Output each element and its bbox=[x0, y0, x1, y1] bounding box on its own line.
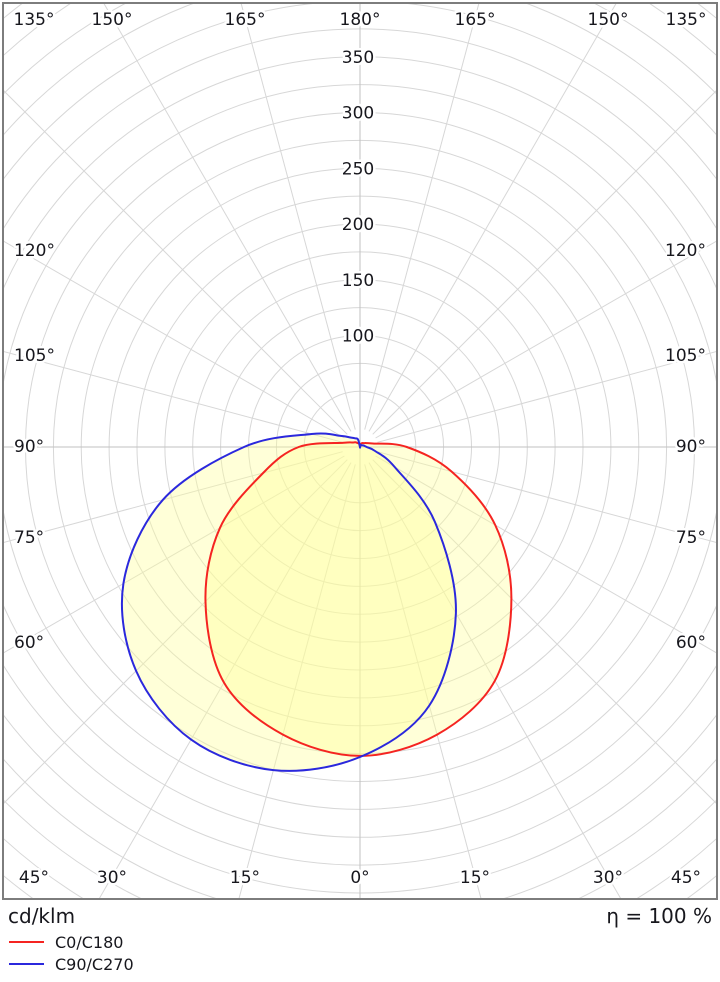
angle-label-bottom-3: 0° bbox=[350, 868, 369, 888]
angle-label-right-4: 60° bbox=[676, 633, 706, 653]
angle-label-top-3: 180° bbox=[340, 10, 381, 30]
grid-spoke-225 bbox=[4, 459, 348, 804]
angle-label-left-1: 105° bbox=[14, 346, 55, 366]
angle-label-right-2: 90° bbox=[676, 437, 706, 457]
radial-tick-label-200: 200 bbox=[342, 215, 374, 235]
legend-item-c90c270: C90/C270 bbox=[9, 955, 134, 974]
curve-C0C180 bbox=[204, 441, 513, 757]
angle-label-top-5: 150° bbox=[588, 10, 629, 30]
angle-label-left-2: 90° bbox=[14, 437, 44, 457]
angle-label-top-2: 165° bbox=[225, 10, 266, 30]
angle-label-bottom-2: 15° bbox=[230, 868, 260, 888]
chart-frame bbox=[2, 2, 718, 900]
axis-labels: 100 150 200 250 300 350 135° 150° 165° 180° 165° 15… bbox=[11, 8, 709, 891]
legend: C0/C180 C90/C270 bbox=[9, 933, 134, 974]
grid-spoke-330 bbox=[103, 4, 352, 432]
legend-item-c0c180: C0/C180 bbox=[9, 933, 123, 952]
radial-tick-label-100: 100 bbox=[342, 327, 374, 347]
radial-tick-label-300: 300 bbox=[342, 104, 374, 124]
legend-label-c90c270: C90/C270 bbox=[55, 955, 134, 974]
radial-tick-label-350: 350 bbox=[342, 48, 374, 68]
grid-spoke-135 bbox=[372, 459, 716, 804]
angle-label-top-0: 135° bbox=[14, 10, 55, 30]
angle-label-bottom-5: 30° bbox=[593, 868, 623, 888]
grid-spoke-240 bbox=[4, 455, 345, 654]
grid-spoke-315 bbox=[4, 90, 348, 435]
grid-spoke-60 bbox=[375, 240, 716, 439]
grid-spoke-120 bbox=[375, 455, 716, 654]
angle-label-bottom-0: 45° bbox=[19, 868, 49, 888]
legend-label-c0c180: C0/C180 bbox=[55, 933, 123, 952]
grid-spoke-210 bbox=[99, 462, 352, 898]
angle-label-right-3: 75° bbox=[676, 528, 706, 548]
angle-label-bottom-6: 45° bbox=[671, 868, 701, 888]
grid-spoke-195 bbox=[238, 464, 356, 898]
angle-label-left-3: 75° bbox=[14, 528, 44, 548]
angle-label-top-6: 135° bbox=[666, 10, 707, 30]
angle-label-right-0: 120° bbox=[665, 241, 706, 261]
radial-tick-label-150: 150 bbox=[342, 271, 374, 291]
angle-label-top-1: 150° bbox=[92, 10, 133, 30]
grid-spoke-105 bbox=[377, 451, 716, 543]
grid-spoke-30 bbox=[368, 4, 617, 432]
angle-label-top-4: 165° bbox=[455, 10, 496, 30]
grid-spoke-165 bbox=[364, 464, 482, 898]
grid-spoke-285 bbox=[4, 351, 343, 443]
curve-strokes bbox=[120, 432, 513, 772]
radial-tick-label-250: 250 bbox=[342, 159, 374, 179]
grid-spoke-75 bbox=[377, 351, 716, 443]
grid-spoke-150 bbox=[368, 462, 621, 898]
grid-spoke-345 bbox=[240, 4, 356, 430]
angle-label-bottom-4: 15° bbox=[460, 868, 490, 888]
grid-spoke-300 bbox=[4, 240, 345, 439]
units-label: cd/klm bbox=[8, 904, 75, 928]
angle-label-bottom-1: 30° bbox=[97, 868, 127, 888]
grid-spoke-255 bbox=[4, 451, 343, 543]
efficiency-label: η = 100 % bbox=[606, 904, 712, 928]
angle-label-left-4: 60° bbox=[14, 633, 44, 653]
curve-fill-C90C270 bbox=[121, 433, 456, 771]
angle-label-left-0: 120° bbox=[14, 241, 55, 261]
grid-spoke-45 bbox=[372, 90, 716, 435]
curve-C90C270 bbox=[120, 432, 457, 772]
angle-label-right-1: 105° bbox=[665, 346, 706, 366]
grid-spoke-15 bbox=[364, 4, 480, 430]
